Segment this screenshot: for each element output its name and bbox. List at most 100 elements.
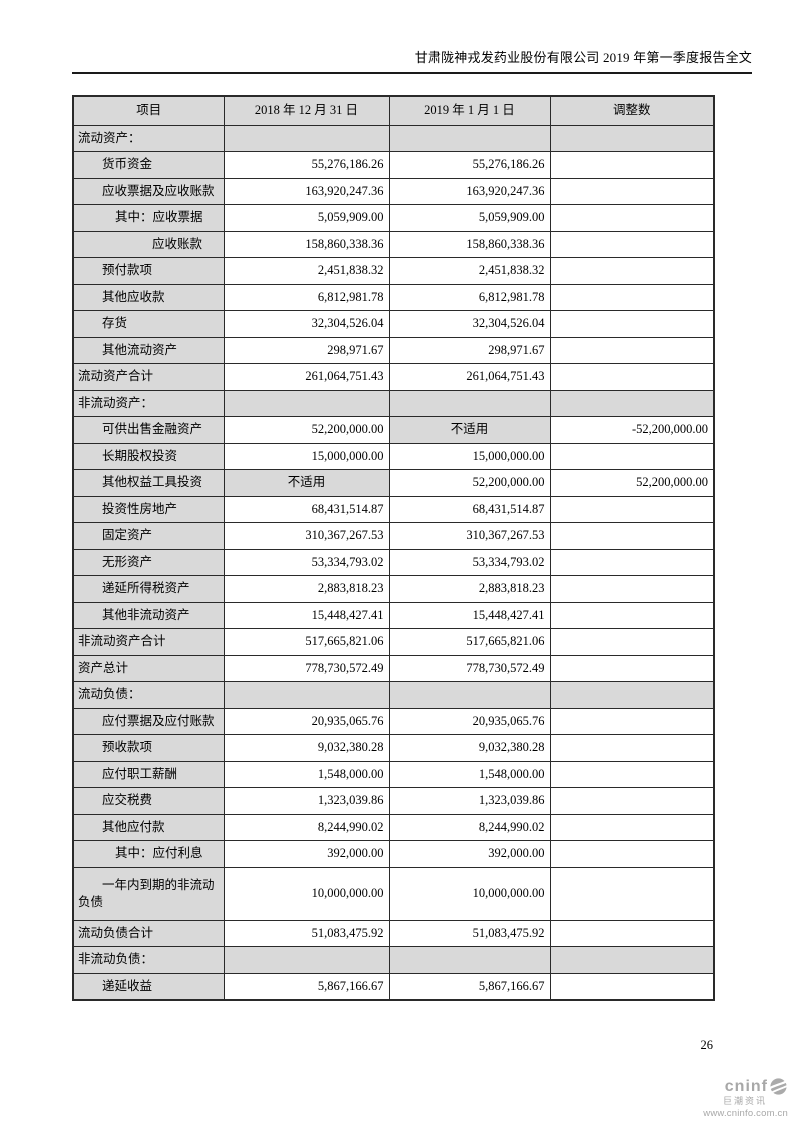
column-header-2: 2019 年 1 月 1 日	[388, 95, 551, 126]
section-row: 非流动资产：	[72, 389, 715, 417]
value-adjustment	[549, 813, 715, 841]
item-label: 其他权益工具投资	[72, 469, 225, 497]
value-adjustment	[549, 283, 715, 311]
value-2018-12-31: 51,083,475.92	[223, 919, 390, 947]
value-adjustment	[549, 310, 715, 338]
item-label: 非流动负债：	[72, 946, 225, 974]
value-adjustment	[549, 177, 715, 205]
item-label: 应收账款	[72, 230, 225, 258]
table-row: 应付职工薪酬 1,548,000.00 1,548,000.00	[72, 760, 715, 788]
item-label: 递延所得税资产	[72, 575, 225, 603]
table-row: 其他权益工具投资 不适用 52,200,000.00 52,200,000.00	[72, 469, 715, 497]
value-2018-12-31	[223, 946, 390, 974]
value-2019-01-01: 55,276,186.26	[388, 151, 551, 179]
value-adjustment	[549, 575, 715, 603]
value-2018-12-31: 310,367,267.53	[223, 522, 390, 550]
table-row: 应收票据及应收账款 163,920,247.36 163,920,247.36	[72, 177, 715, 205]
item-label: 投资性房地产	[72, 495, 225, 523]
table-row: 预收款项 9,032,380.28 9,032,380.28	[72, 734, 715, 762]
item-label: 可供出售金融资产	[72, 416, 225, 444]
value-2018-12-31: 8,244,990.02	[223, 813, 390, 841]
value-adjustment	[549, 204, 715, 232]
value-adjustment	[549, 442, 715, 470]
value-adjustment	[549, 124, 715, 152]
table-row: 可供出售金融资产 52,200,000.00 不适用 -52,200,000.00	[72, 416, 715, 444]
value-2019-01-01: 298,971.67	[388, 336, 551, 364]
value-adjustment	[549, 972, 715, 1000]
value-2019-01-01: 20,935,065.76	[388, 707, 551, 735]
value-2019-01-01: 5,059,909.00	[388, 204, 551, 232]
table-row: 流动负债合计 51,083,475.92 51,083,475.92	[72, 919, 715, 947]
table-row: 应收账款 158,860,338.36 158,860,338.36	[72, 230, 715, 258]
item-label: 预收款项	[72, 734, 225, 762]
value-2018-12-31: 15,448,427.41	[223, 601, 390, 629]
value-2019-01-01: 9,032,380.28	[388, 734, 551, 762]
item-label: 非流动资产合计	[72, 628, 225, 656]
value-adjustment	[549, 601, 715, 629]
value-2019-01-01: 68,431,514.87	[388, 495, 551, 523]
table-row: 固定资产 310,367,267.53 310,367,267.53	[72, 522, 715, 550]
item-label: 其中：应收票据	[72, 204, 225, 232]
table-row: 其他应付款 8,244,990.02 8,244,990.02	[72, 813, 715, 841]
value-2018-12-31: 68,431,514.87	[223, 495, 390, 523]
item-label: 其中：应付利息	[72, 840, 225, 868]
value-2019-01-01: 158,860,338.36	[388, 230, 551, 258]
value-adjustment	[549, 151, 715, 179]
value-2019-01-01: 不适用	[388, 416, 551, 444]
value-2019-01-01	[388, 946, 551, 974]
value-adjustment	[549, 336, 715, 364]
value-2018-12-31: 32,304,526.04	[223, 310, 390, 338]
item-label: 流动负债：	[72, 681, 225, 709]
value-2019-01-01: 15,448,427.41	[388, 601, 551, 629]
report-title: 甘肃陇神戎发药业股份有限公司 2019 年第一季度报告全文	[72, 50, 752, 74]
table-row: 应交税费 1,323,039.86 1,323,039.86	[72, 787, 715, 815]
value-2019-01-01: 15,000,000.00	[388, 442, 551, 470]
table-row: 非流动资产合计 517,665,821.06 517,665,821.06	[72, 628, 715, 656]
section-row: 非流动负债：	[72, 946, 715, 974]
value-2019-01-01: 778,730,572.49	[388, 654, 551, 682]
item-label: 递延收益	[72, 972, 225, 1000]
table-row: 存货 32,304,526.04 32,304,526.04	[72, 310, 715, 338]
value-2019-01-01: 52,200,000.00	[388, 469, 551, 497]
table-body: 流动资产： 货币资金 55,276,186.26 55,276,186.26 应收票据及…	[72, 124, 715, 1000]
column-header-0: 项目	[72, 95, 225, 126]
value-2018-12-31: 2,883,818.23	[223, 575, 390, 603]
value-adjustment	[549, 681, 715, 709]
item-label: 预付款项	[72, 257, 225, 285]
value-2018-12-31	[223, 389, 390, 417]
value-2018-12-31: 5,867,166.67	[223, 972, 390, 1000]
value-2019-01-01: 5,867,166.67	[388, 972, 551, 1000]
item-label: 存货	[72, 310, 225, 338]
value-2019-01-01: 2,451,838.32	[388, 257, 551, 285]
table-row: 递延所得税资产 2,883,818.23 2,883,818.23	[72, 575, 715, 603]
table-row: 其他非流动资产 15,448,427.41 15,448,427.41	[72, 601, 715, 629]
value-2019-01-01: 310,367,267.53	[388, 522, 551, 550]
balance-sheet-table: 项目 2018 年 12 月 31 日 2019 年 1 月 1 日调整数 流动资产…	[72, 95, 715, 1001]
value-2019-01-01: 10,000,000.00	[388, 866, 551, 921]
value-2019-01-01: 517,665,821.06	[388, 628, 551, 656]
item-label: 一年内到期的非流动负债	[72, 866, 225, 921]
value-2018-12-31: 10,000,000.00	[223, 866, 390, 921]
table-row: 预付款项 2,451,838.32 2,451,838.32	[72, 257, 715, 285]
value-adjustment	[549, 946, 715, 974]
value-2018-12-31: 778,730,572.49	[223, 654, 390, 682]
column-header-3: 调整数	[549, 95, 715, 126]
item-label: 资产总计	[72, 654, 225, 682]
value-adjustment	[549, 257, 715, 285]
item-label: 其他应收款	[72, 283, 225, 311]
value-2019-01-01: 53,334,793.02	[388, 548, 551, 576]
value-2018-12-31: 2,451,838.32	[223, 257, 390, 285]
table-row: 货币资金 55,276,186.26 55,276,186.26	[72, 151, 715, 179]
table-row: 其他应收款 6,812,981.78 6,812,981.78	[72, 283, 715, 311]
value-adjustment	[549, 495, 715, 523]
value-2019-01-01	[388, 124, 551, 152]
item-label: 其他流动资产	[72, 336, 225, 364]
value-2018-12-31: 517,665,821.06	[223, 628, 390, 656]
item-label: 非流动资产：	[72, 389, 225, 417]
cninfo-brand-text: cninf	[724, 1077, 768, 1095]
table-row: 应付票据及应付账款 20,935,065.76 20,935,065.76	[72, 707, 715, 735]
value-2019-01-01: 51,083,475.92	[388, 919, 551, 947]
item-label: 货币资金	[72, 151, 225, 179]
value-2018-12-31: 20,935,065.76	[223, 707, 390, 735]
value-2018-12-31: 1,548,000.00	[223, 760, 390, 788]
